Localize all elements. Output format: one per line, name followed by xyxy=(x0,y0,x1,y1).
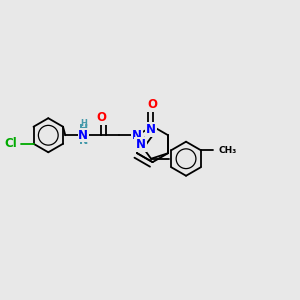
Text: Cl: Cl xyxy=(4,137,17,150)
Text: H: H xyxy=(80,119,87,128)
Text: O: O xyxy=(96,111,106,124)
Text: N: N xyxy=(132,129,142,142)
Text: O: O xyxy=(148,98,158,111)
Text: N: N xyxy=(146,123,156,136)
Text: N: N xyxy=(78,129,88,142)
Text: N: N xyxy=(136,138,146,151)
Text: H
N: H N xyxy=(79,124,88,146)
Text: CH₃: CH₃ xyxy=(219,146,237,155)
